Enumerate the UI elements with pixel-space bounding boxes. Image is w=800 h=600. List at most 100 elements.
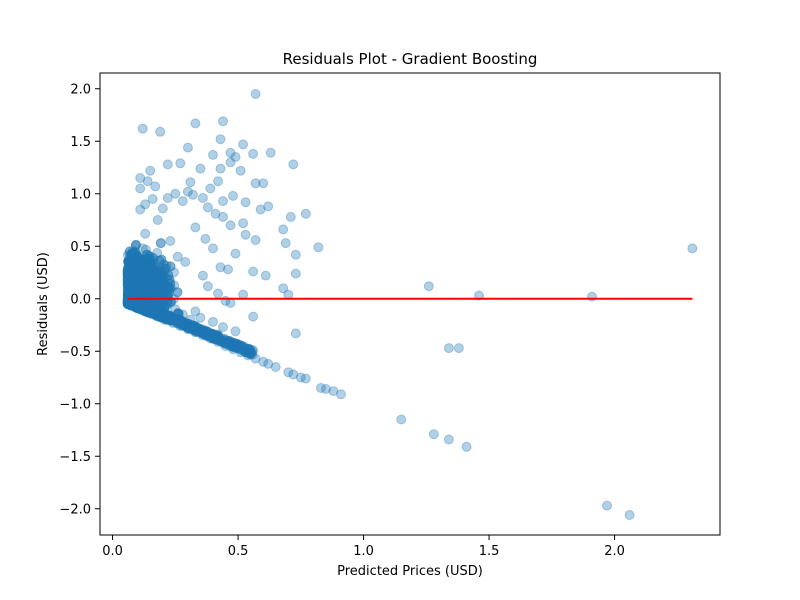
scatter-point [129, 268, 140, 278]
scatter-point [132, 281, 142, 292]
scatter-point [280, 238, 291, 249]
scatter-point [140, 283, 151, 294]
scatter-point [139, 254, 150, 265]
x-axis-label: Predicted Prices (USD) [337, 564, 483, 579]
scatter-point [130, 283, 141, 294]
scatter-point [225, 220, 236, 231]
scatter-point [190, 222, 201, 233]
scatter-point [162, 159, 173, 170]
scatter-point [129, 285, 139, 296]
scatter-point [140, 228, 151, 239]
scatter-point [135, 285, 145, 296]
scatter-point [139, 282, 150, 293]
scatter-point [127, 257, 138, 268]
scatter-point [131, 267, 142, 278]
scatter-point [133, 301, 144, 312]
scatter-point [134, 259, 145, 270]
scatter-point [134, 292, 145, 303]
scatter-point [132, 301, 143, 312]
scatter-point [129, 275, 140, 285]
scatter-point [134, 284, 145, 295]
scatter-point [155, 283, 166, 294]
scatter-point [130, 267, 141, 278]
scatter-point [140, 269, 150, 279]
scatter-point [278, 224, 289, 235]
scatter-point [169, 267, 179, 278]
y-tick-label: −1.0 [59, 397, 91, 412]
scatter-point [124, 275, 135, 286]
scatter-point [125, 272, 136, 283]
scatter-point [124, 265, 135, 275]
x-tick-label: 0.5 [228, 544, 249, 559]
scatter-point [131, 279, 142, 290]
scatter-point [132, 286, 142, 297]
scatter-point [288, 369, 299, 380]
scatter-point [125, 276, 136, 287]
scatter-point [132, 301, 143, 312]
scatter-point [123, 299, 134, 310]
scatter-point [134, 261, 145, 272]
scatter-point [131, 271, 141, 282]
scatter-point [124, 250, 135, 261]
scatter-point [151, 273, 162, 284]
scatter-point [197, 270, 208, 281]
scatter-point [126, 281, 137, 292]
scatter-point [127, 279, 138, 290]
scatter-point [127, 300, 138, 311]
scatter-point [129, 300, 140, 311]
scatter-point [126, 258, 137, 268]
scatter-point [122, 264, 133, 275]
scatter-point [135, 301, 146, 312]
scatter-point [124, 272, 135, 283]
scatter-point [136, 282, 147, 292]
scatter-point [135, 280, 146, 291]
scatter-point [208, 316, 218, 327]
scatter-point [140, 281, 151, 292]
scatter-point [127, 261, 138, 271]
scatter-point [126, 282, 136, 293]
scatter-point [123, 276, 134, 286]
scatter-point [146, 267, 157, 277]
scatter-point [148, 297, 159, 308]
scatter-point [129, 266, 140, 277]
scatter-point [124, 283, 135, 293]
scatter-point [250, 235, 261, 245]
scatter-point [139, 277, 150, 288]
scatter-point [135, 274, 146, 285]
scatter-point [139, 269, 150, 280]
scatter-point [137, 283, 148, 294]
scatter-point [137, 269, 148, 280]
scatter-point [140, 254, 151, 265]
scatter-point [138, 285, 149, 296]
scatter-point [145, 257, 156, 267]
scatter-point [156, 263, 166, 274]
scatter-point [140, 281, 151, 292]
scatter-point [127, 280, 138, 291]
scatter-point [150, 181, 161, 192]
scatter-point [250, 89, 261, 99]
scatter-point [250, 178, 261, 189]
scatter-point [128, 300, 139, 311]
scatter-point [215, 163, 226, 174]
scatter-point [139, 265, 150, 276]
scatter-point [157, 280, 168, 291]
x-tick-label: 1.0 [353, 544, 374, 559]
scatter-point [141, 283, 152, 294]
scatter-point [443, 434, 454, 445]
scatter-point [152, 284, 163, 295]
scatter-point [158, 267, 169, 278]
scatter-point [132, 260, 143, 271]
scatter-point [143, 271, 154, 282]
scatter-point [129, 260, 140, 270]
scatter-point [128, 300, 139, 311]
scatter-point [136, 301, 147, 312]
scatter-point [128, 275, 139, 286]
scatter-point [128, 249, 139, 260]
scatter-point [125, 283, 136, 294]
scatter-point [138, 278, 149, 289]
scatter-point [157, 203, 168, 214]
scatter-point [151, 281, 162, 292]
scatter-point [140, 283, 151, 294]
scatter-point [143, 275, 154, 286]
scatter-point [146, 294, 157, 305]
